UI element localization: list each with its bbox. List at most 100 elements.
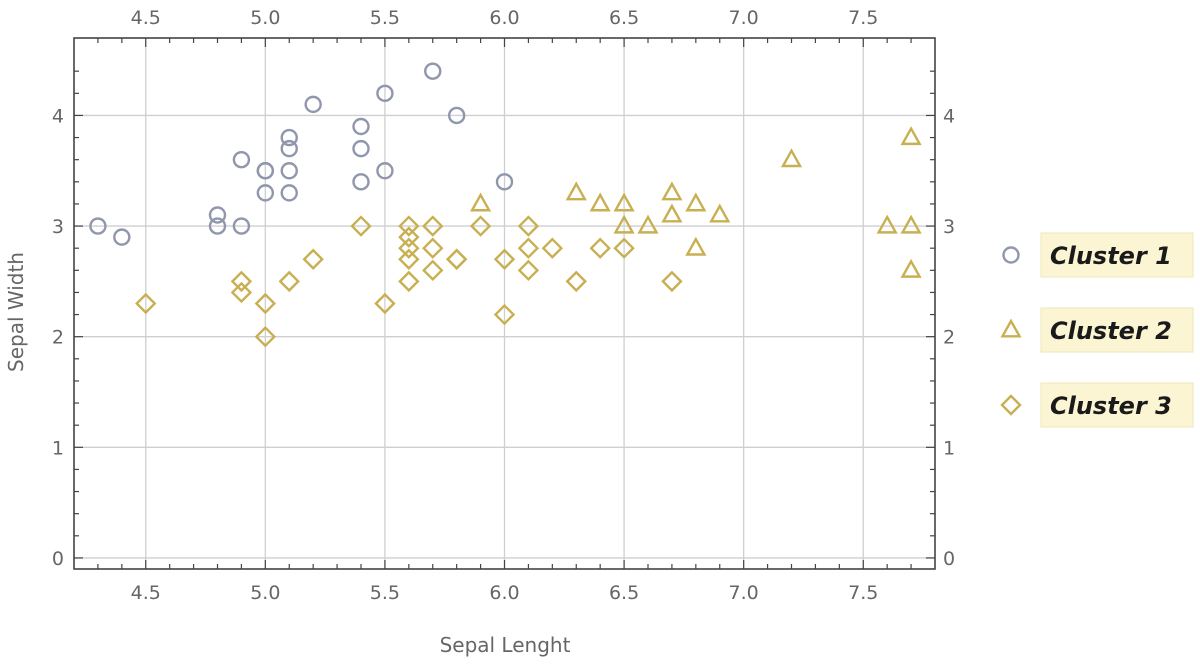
data-point-circle <box>280 128 298 147</box>
data-point-triangle <box>637 214 659 234</box>
legend-item-cluster-2: Cluster 2 <box>1000 307 1194 353</box>
x-tick-label-bottom: 5.5 <box>370 582 400 604</box>
x-tick-label-top: 6.5 <box>609 7 639 29</box>
legend-label-background <box>1040 382 1194 428</box>
data-point-diamond <box>517 215 540 237</box>
data-point-triangle <box>589 192 611 212</box>
data-point-diamond <box>398 226 420 248</box>
x-tick-label-top: 5.5 <box>370 7 400 29</box>
series-cluster-2 <box>469 126 922 278</box>
y-tick-label-right: 4 <box>943 105 955 127</box>
data-point-circle <box>232 217 251 235</box>
data-point-circle <box>424 62 442 80</box>
y-tick-label-left: 2 <box>52 327 64 349</box>
data-point-diamond <box>541 237 564 259</box>
axis-ticks <box>74 38 935 569</box>
data-point-diamond <box>517 237 540 259</box>
data-point-triangle <box>565 181 587 201</box>
data-point-diamond <box>278 270 300 293</box>
data-point-triangle <box>685 192 707 212</box>
data-point-circle <box>352 139 370 158</box>
legend-label: Cluster 1 <box>1050 242 1172 270</box>
data-point-diamond <box>350 215 372 237</box>
data-point-diamond <box>493 303 516 326</box>
data-point-circle <box>304 95 322 114</box>
data-point-circle <box>89 217 107 235</box>
data-point-diamond <box>422 215 444 237</box>
legend-marker-circle <box>1002 246 1020 264</box>
data-point-circle <box>280 184 298 202</box>
legend-item-cluster-1: Cluster 1 <box>1002 232 1194 278</box>
data-point-diamond <box>589 237 611 259</box>
data-point-circle <box>376 84 394 103</box>
data-point-triangle <box>780 148 803 168</box>
data-point-diamond <box>374 292 396 315</box>
data-point-diamond <box>398 237 420 259</box>
data-point-diamond <box>302 248 324 270</box>
data-point-circle <box>280 139 298 158</box>
y-tick-label-right: 3 <box>943 216 955 238</box>
data-point-circle <box>232 150 251 169</box>
data-point-diamond <box>398 248 420 270</box>
x-tick-label-top: 6.0 <box>489 7 519 29</box>
series-cluster-3 <box>135 215 683 348</box>
legend-marker-triangle <box>1000 318 1022 338</box>
x-tick-label-top: 5.0 <box>250 7 280 29</box>
legend-label: Cluster 3 <box>1050 392 1172 420</box>
data-point-circle <box>447 106 466 125</box>
data-point-triangle <box>469 192 492 212</box>
data-point-diamond <box>135 292 157 315</box>
x-axis-title: Sepal Lenght <box>440 633 571 657</box>
data-point-circle <box>256 162 275 180</box>
data-point-diamond <box>445 248 468 270</box>
data-point-triangle <box>900 214 922 234</box>
data-point-diamond <box>230 281 253 304</box>
legend-item-cluster-3: Cluster 3 <box>1000 382 1194 428</box>
data-point-diamond <box>565 270 587 293</box>
data-point-triangle <box>685 236 707 256</box>
legend: Cluster 1 Cluster 2 Cluster 3 <box>1000 232 1194 428</box>
data-point-triangle <box>900 258 922 278</box>
data-point-triangle <box>900 126 922 146</box>
data-point-circle <box>352 117 370 136</box>
data-point-triangle <box>661 181 683 201</box>
data-point-diamond <box>254 292 277 315</box>
data-point-triangle <box>661 203 683 223</box>
y-tick-label-right: 2 <box>943 327 955 349</box>
data-point-circle <box>256 184 275 202</box>
y-axis-title: Sepal Width <box>4 252 28 372</box>
data-point-diamond <box>398 270 420 293</box>
data-point-diamond <box>613 237 635 259</box>
y-tick-label-left: 0 <box>52 548 64 570</box>
data-point-circle <box>376 162 394 180</box>
data-point-triangle <box>613 214 635 234</box>
y-tick-label-left: 4 <box>52 105 64 127</box>
x-tick-label-bottom: 4.5 <box>131 582 161 604</box>
data-point-circle <box>208 206 227 224</box>
grid-lines <box>74 38 935 569</box>
data-point-diamond <box>493 248 516 270</box>
y-tick-label-right: 1 <box>943 437 955 459</box>
data-point-circle <box>495 173 514 191</box>
tick-labels: 4.5 4.5 5.0 5.0 5.5 5.5 6.0 6.0 6.5 6.5 7.0 7.0 7.5 7… <box>52 7 955 604</box>
data-point-triangle <box>709 203 731 223</box>
y-tick-label-left: 1 <box>52 437 64 459</box>
data-point-diamond <box>230 270 253 293</box>
legend-label-background <box>1040 307 1194 353</box>
series-cluster-1 <box>89 62 514 246</box>
data-point-diamond <box>517 259 540 282</box>
data-point-diamond <box>469 215 492 237</box>
x-tick-label-bottom: 6.0 <box>489 582 519 604</box>
legend-label-background <box>1040 232 1194 278</box>
data-point-circle <box>113 228 131 246</box>
data-point-diamond <box>398 215 420 237</box>
x-tick-label-top: 7.0 <box>729 7 759 29</box>
data-point-diamond <box>445 248 468 270</box>
data-point-circle <box>280 162 298 180</box>
x-tick-label-bottom: 7.5 <box>848 582 878 604</box>
y-tick-label-right: 0 <box>943 548 955 570</box>
data-point-triangle <box>876 214 898 234</box>
legend-marker-diamond <box>1000 394 1022 416</box>
data-points <box>89 62 922 348</box>
